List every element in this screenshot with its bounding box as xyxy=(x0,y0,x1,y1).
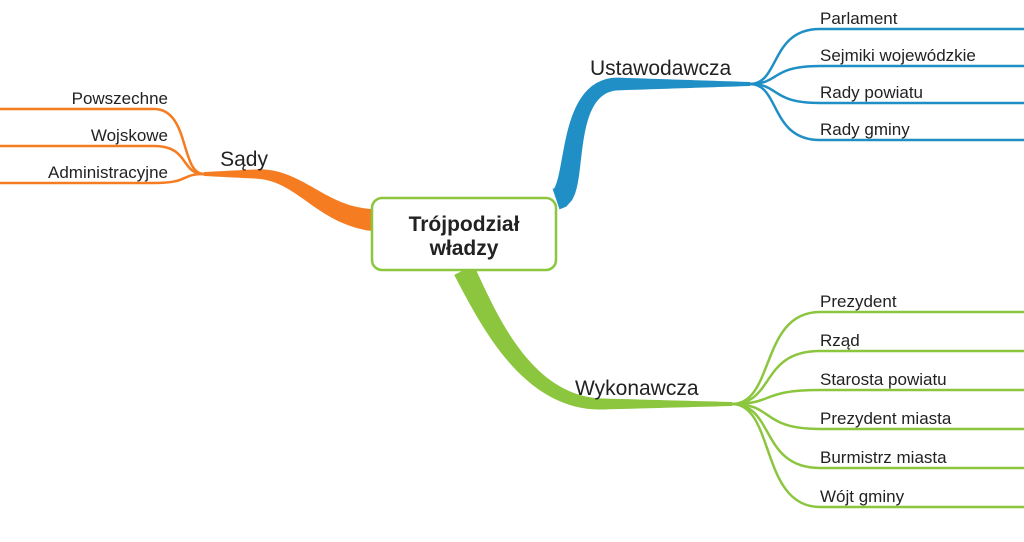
center-title-line: Trójpodział xyxy=(409,213,520,236)
leaf-connector-wykonawcza-2 xyxy=(732,390,1024,404)
leaf-label-wykonawcza-0: Prezydent xyxy=(820,292,897,311)
mindmap-canvas: Trójpodziałwładzy Ustawodawcza Wykonawcza S… xyxy=(0,0,1024,542)
branch-trunk-ustawodawcza xyxy=(553,78,750,210)
branch-label-wykonawcza: Wykonawcza xyxy=(575,377,699,400)
center-title-line: władzy xyxy=(429,237,499,260)
leaf-label-wykonawcza-5: Wójt gminy xyxy=(820,487,905,506)
leaf-label-sady-1: Wojskowe xyxy=(91,126,168,145)
leaf-label-wykonawcza-3: Prezydent miasta xyxy=(820,409,952,428)
leaf-label-ustawodawcza-1: Sejmiki wojewódzkie xyxy=(820,46,976,65)
leaf-label-sady-2: Administracyjne xyxy=(48,163,168,182)
branch-label-ustawodawcza: Ustawodawcza xyxy=(590,57,732,80)
branch-label-sady: Sądy xyxy=(220,148,268,171)
leaf-label-wykonawcza-1: Rząd xyxy=(820,331,860,350)
leaf-label-wykonawcza-4: Burmistrz miasta xyxy=(820,448,947,467)
leaf-label-ustawodawcza-2: Rady powiatu xyxy=(820,83,923,102)
leaf-label-sady-0: Powszechne xyxy=(72,89,168,108)
branch-trunk-sady xyxy=(204,169,373,231)
leaf-label-ustawodawcza-3: Rady gminy xyxy=(820,120,910,139)
leaf-label-wykonawcza-2: Starosta powiatu xyxy=(820,370,947,389)
leaf-connector-ustawodawcza-1 xyxy=(750,66,1024,84)
leaf-label-ustawodawcza-0: Parlament xyxy=(820,9,898,28)
